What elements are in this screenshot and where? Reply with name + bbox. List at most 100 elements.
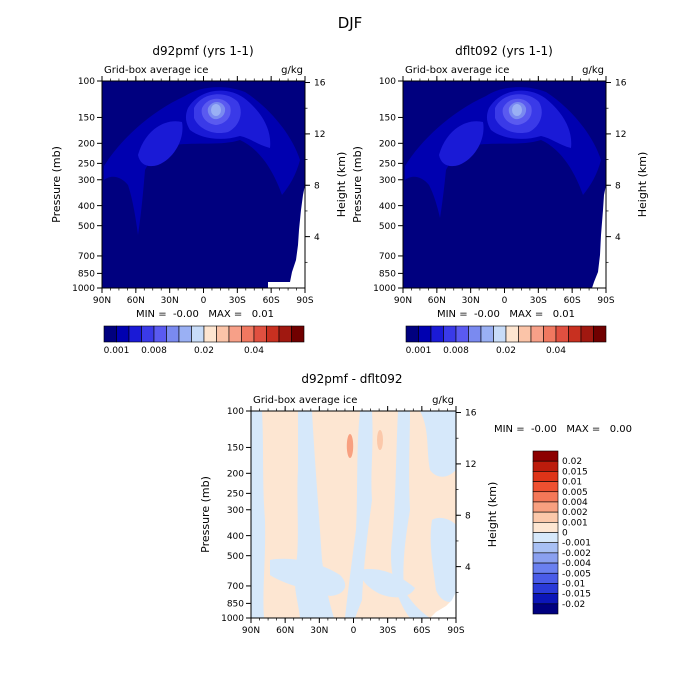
colorbar-swatch: [103, 325, 117, 343]
x-tick-label: 90S: [597, 296, 614, 306]
x-tick-label: 0: [502, 296, 508, 306]
h-tick-label: 8: [615, 181, 621, 191]
legend-swatch: [532, 542, 559, 554]
legend-swatch: [532, 471, 559, 482]
x-tick-label: 90N: [394, 296, 412, 306]
legend-label: 0.004: [562, 498, 588, 508]
panel-subtitle: Grid-box average ice: [104, 65, 208, 76]
legend-label: 0.002: [562, 508, 588, 518]
colorbar-swatch: [253, 325, 267, 343]
negative-band: [360, 569, 415, 598]
h-tick-label: 4: [465, 563, 471, 573]
x-tick-label: 30N: [462, 296, 480, 306]
y2-axis-label: Height (km): [335, 152, 348, 218]
legend-label: -0.005: [562, 569, 591, 579]
colorbar-swatch: [480, 325, 494, 343]
legend-swatch: [532, 532, 559, 543]
colorbar-swatch: [203, 325, 217, 343]
p-tick-label: 250: [379, 160, 396, 170]
panel-title: dflt092 (yrs 1-1): [455, 44, 553, 58]
colorbar-swatch: [141, 325, 155, 343]
p-tick-label: 1000: [72, 284, 95, 294]
colorbar-swatch: [128, 325, 142, 343]
contour-level-6: [211, 104, 221, 116]
colorbar-swatch: [116, 325, 130, 343]
h-tick-label: 4: [615, 233, 621, 243]
panel-d92pmf: d92pmf (yrs 1-1) Grid-box average ice g/…: [50, 44, 348, 356]
legend-label: 0: [562, 529, 568, 539]
colorbar-swatch: [568, 325, 582, 343]
x-tick-label: 90N: [242, 626, 260, 636]
legend-swatch: [532, 572, 559, 584]
colorbar-swatch: [241, 325, 255, 343]
p-tick-label: 500: [379, 222, 396, 232]
colorbar-swatch: [493, 325, 507, 343]
field-plot: [102, 81, 305, 288]
panel-title: d92pmf - dflt092: [301, 372, 402, 386]
x-tick-label: 60S: [413, 626, 430, 636]
x-tick-label: 30S: [379, 626, 396, 636]
p-tick-label: 100: [227, 407, 244, 417]
panel-title: d92pmf (yrs 1-1): [152, 44, 253, 58]
y-axis-label: Pressure (mb): [199, 476, 212, 553]
legend-swatch: [532, 481, 559, 493]
legend-swatch: [532, 603, 559, 615]
h-tick-label: 8: [465, 511, 471, 521]
legend-label: 0.001: [562, 518, 588, 528]
p-tick-label: 200: [78, 140, 95, 150]
p-tick-label: 1000: [221, 614, 244, 624]
h-tick-label: 16: [314, 79, 326, 89]
colorbar-swatch: [455, 325, 469, 343]
h-tick-label: 16: [615, 79, 627, 89]
negative-band: [390, 411, 430, 618]
colorbar-swatch: [178, 325, 192, 343]
panel-units: g/kg: [281, 65, 303, 76]
colorbar-swatch: [468, 325, 482, 343]
h-tick-label: 8: [314, 181, 320, 191]
contour-level-2: [138, 121, 183, 167]
p-tick-label: 100: [78, 77, 95, 87]
p-tick-label: 150: [78, 114, 95, 124]
x-tick-label: 90N: [93, 296, 111, 306]
h-tick-label: 4: [314, 233, 320, 243]
negative-band: [270, 558, 346, 596]
colorbar-swatch: [443, 325, 457, 343]
colorbar-label: 0.04: [546, 346, 566, 356]
p-tick-label: 850: [78, 270, 95, 280]
colorbar-swatch: [555, 325, 569, 343]
colorbar-swatch: [530, 325, 544, 343]
stats-text: MIN = -0.00 MAX = 0.00: [494, 424, 632, 435]
p-tick-label: 1000: [373, 284, 396, 294]
x-tick-label: 30N: [161, 296, 179, 306]
p-tick-label: 150: [227, 444, 244, 454]
colorbar-swatch: [593, 325, 607, 343]
p-tick-label: 400: [227, 532, 244, 542]
x-tick-label: 0: [351, 626, 357, 636]
x-tick-label: 60S: [263, 296, 280, 306]
colorbar-swatch: [166, 325, 180, 343]
panel-subtitle: Grid-box average ice: [253, 395, 357, 406]
legend-swatch: [532, 460, 559, 472]
p-tick-label: 300: [78, 176, 95, 186]
y-axis-label: Pressure (mb): [50, 146, 63, 223]
colorbar-label: 0.02: [194, 346, 214, 356]
colorbar-swatch: [153, 325, 167, 343]
p-tick-label: 200: [227, 470, 244, 480]
y2-axis-label: Height (km): [486, 482, 499, 548]
colorbar-label: 0.008: [443, 346, 469, 356]
colorbar-vertical: 0.020.0150.010.0050.0040.0020.0010-0.001…: [532, 450, 591, 615]
colorbar-label: 0.008: [141, 346, 167, 356]
legend-label: -0.02: [562, 600, 585, 610]
y2-axis-label: Height (km): [636, 152, 649, 218]
legend-swatch: [532, 522, 559, 533]
h-tick-label: 12: [465, 460, 476, 470]
legend-label: 0.01: [562, 478, 582, 488]
legend-label: -0.015: [562, 590, 591, 600]
x-tick-label: 60N: [127, 296, 145, 306]
legend-swatch: [532, 593, 559, 605]
x-tick-label: 30S: [229, 296, 246, 306]
p-tick-label: 150: [379, 114, 396, 124]
x-tick-label: 90S: [296, 296, 313, 306]
h-tick-label: 16: [465, 409, 477, 419]
